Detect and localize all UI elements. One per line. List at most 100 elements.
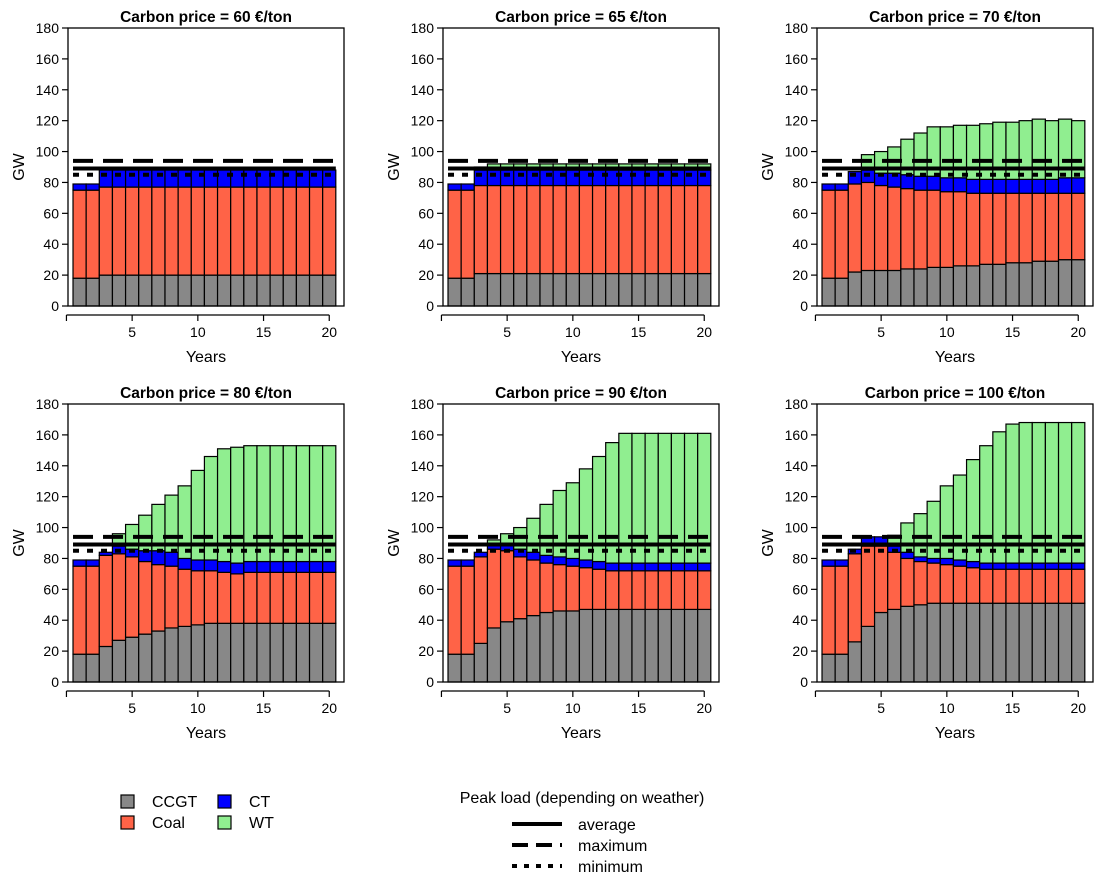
bar-ccgt-year-8 [164, 627, 179, 683]
y-tick-label: 160 [411, 427, 435, 443]
legend-swatch-wt [217, 815, 232, 830]
x-tick-label: 10 [565, 700, 581, 716]
bar-wt-year-20 [1071, 120, 1086, 179]
bar-coal-year-3 [473, 184, 489, 275]
bar-coal-year-12 [591, 184, 607, 275]
peak-legend-label-minimum: minimum [578, 859, 643, 876]
bar-coal-year-10 [939, 191, 955, 268]
y-tick-label: 180 [785, 396, 809, 412]
bar-ct-year-19 [308, 560, 324, 573]
y-axis-label: GW [11, 152, 28, 180]
y-tick-label: 40 [418, 612, 434, 628]
bar-ccgt-year-3 [473, 272, 489, 307]
bar-coal-year-13 [605, 570, 620, 611]
bar-ct-year-3 [98, 551, 114, 556]
bar-ct-year-12 [591, 169, 607, 187]
bar-ccgt-year-20 [697, 272, 712, 307]
bar-coal-year-7 [526, 559, 541, 617]
bar-ct-year-2 [460, 183, 475, 191]
bar-ct-year-9 [926, 557, 941, 564]
bar-ccgt-year-19 [308, 622, 324, 683]
bar-coal-year-19 [308, 571, 324, 624]
bar-ct-year-10 [939, 557, 955, 566]
bar-ct-year-4 [111, 169, 127, 188]
bar-ccgt-year-20 [697, 608, 712, 683]
bar-ccgt-year-14 [243, 274, 258, 307]
technology-legend: CCGT Coal CT WT [120, 794, 274, 832]
bar-ccgt-year-19 [1057, 259, 1073, 307]
bar-ccgt-year-12 [965, 265, 981, 307]
bar-ct-year-12 [216, 169, 232, 188]
peak-legend-label-maximum: maximum [578, 838, 647, 855]
plot-frame [442, 27, 720, 307]
bar-ct-year-8 [539, 554, 554, 564]
y-tick-label: 140 [411, 458, 435, 474]
bar-wt-year-19 [1057, 421, 1073, 564]
bar-ccgt-year-12 [591, 272, 607, 307]
y-tick-label: 80 [43, 174, 59, 190]
bar-ccgt-year-18 [1044, 602, 1060, 683]
bar-ccgt-year-16 [269, 622, 284, 683]
bar-ct-year-11 [578, 169, 594, 187]
bar-coal-year-18 [670, 570, 686, 611]
bar-wt-year-10 [565, 482, 581, 560]
bar-ct-year-9 [552, 169, 567, 187]
panel-6: 0 20 40 60 80 100 120 140 160 180 5 10 15 20 Carbon pr… [760, 385, 1094, 742]
bar-ct-year-18 [1044, 178, 1060, 194]
bar-coal-year-20 [697, 184, 712, 275]
bar-wt-year-12 [965, 124, 981, 180]
bar-ccgt-year-6 [887, 269, 902, 307]
bar-coal-year-7 [900, 188, 915, 270]
x-tick-label: 20 [1070, 324, 1086, 340]
bar-coal-year-2 [85, 565, 100, 655]
bar-ccgt-year-17 [1031, 602, 1046, 683]
bar-coal-year-16 [644, 184, 659, 275]
y-tick-label: 60 [43, 205, 59, 221]
y-tick-label: 20 [43, 643, 59, 659]
y-tick-label: 40 [418, 236, 434, 252]
bar-ct-year-20 [322, 560, 337, 573]
y-tick-label: 100 [36, 520, 60, 536]
bar-ct-year-8 [164, 551, 179, 567]
x-tick-label: 20 [696, 700, 712, 716]
bar-coal-year-7 [151, 186, 166, 276]
bar-ccgt-year-6 [513, 618, 528, 683]
y-tick-label: 100 [785, 144, 809, 160]
bar-coal-year-3 [98, 186, 114, 276]
bar-ccgt-year-5 [499, 621, 515, 683]
bar-ct-year-1 [72, 183, 87, 191]
bar-ccgt-year-5 [873, 269, 889, 307]
bar-coal-year-5 [499, 184, 515, 275]
bar-coal-year-14 [243, 571, 258, 624]
bar-ct-year-7 [526, 169, 541, 187]
x-tick-label: 15 [1005, 700, 1021, 716]
bar-coal-year-12 [965, 567, 981, 604]
x-tick-label: 5 [877, 700, 885, 716]
bar-wt-year-17 [1031, 421, 1046, 564]
bar-coal-year-16 [644, 570, 659, 611]
bar-coal-year-16 [269, 571, 284, 624]
bar-ccgt-year-10 [565, 272, 581, 307]
y-tick-label: 120 [411, 489, 435, 505]
bar-coal-year-2 [460, 189, 475, 279]
bar-coal-year-3 [847, 183, 863, 273]
x-tick-label: 5 [503, 324, 511, 340]
bar-wt-year-9 [177, 485, 192, 560]
bar-ccgt-year-9 [177, 274, 192, 307]
y-tick-label: 100 [36, 144, 60, 160]
bar-ccgt-year-10 [939, 602, 955, 683]
bar-ccgt-year-5 [124, 636, 140, 683]
bar-coal-year-18 [295, 186, 311, 276]
bar-coal-year-18 [1044, 568, 1060, 604]
bar-coal-year-7 [526, 184, 541, 275]
bar-ccgt-year-14 [618, 272, 633, 307]
bar-coal-year-11 [578, 184, 594, 275]
bar-coal-year-16 [269, 186, 284, 276]
bar-ct-year-20 [1071, 177, 1086, 194]
bar-ct-year-1 [447, 559, 462, 567]
bar-coal-year-20 [1071, 192, 1086, 261]
panel-2: 0 20 40 60 80 100 120 140 160 180 5 10 15 20 Carbon pr… [386, 9, 720, 366]
bar-ct-year-6 [138, 169, 153, 188]
panel-1: 0 20 40 60 80 100 120 140 160 180 5 10 15 20 Carbon pr… [11, 9, 345, 366]
y-tick-label: 180 [36, 20, 60, 36]
